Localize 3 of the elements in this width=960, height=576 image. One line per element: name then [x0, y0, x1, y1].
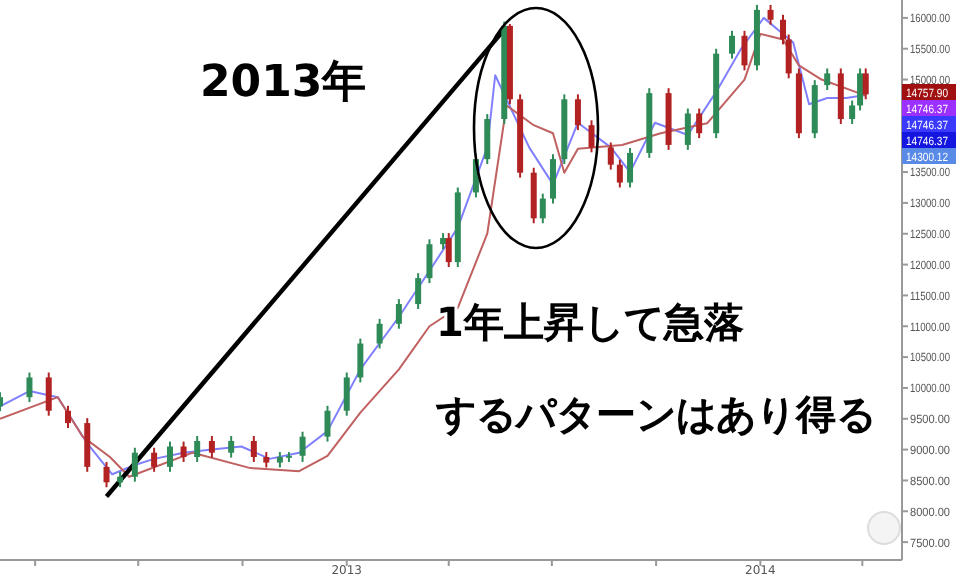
annotation: するパターンはあり得る: [436, 390, 876, 438]
annotation: 2013年: [200, 58, 367, 108]
annotation: 1年上昇して急落: [436, 298, 744, 346]
